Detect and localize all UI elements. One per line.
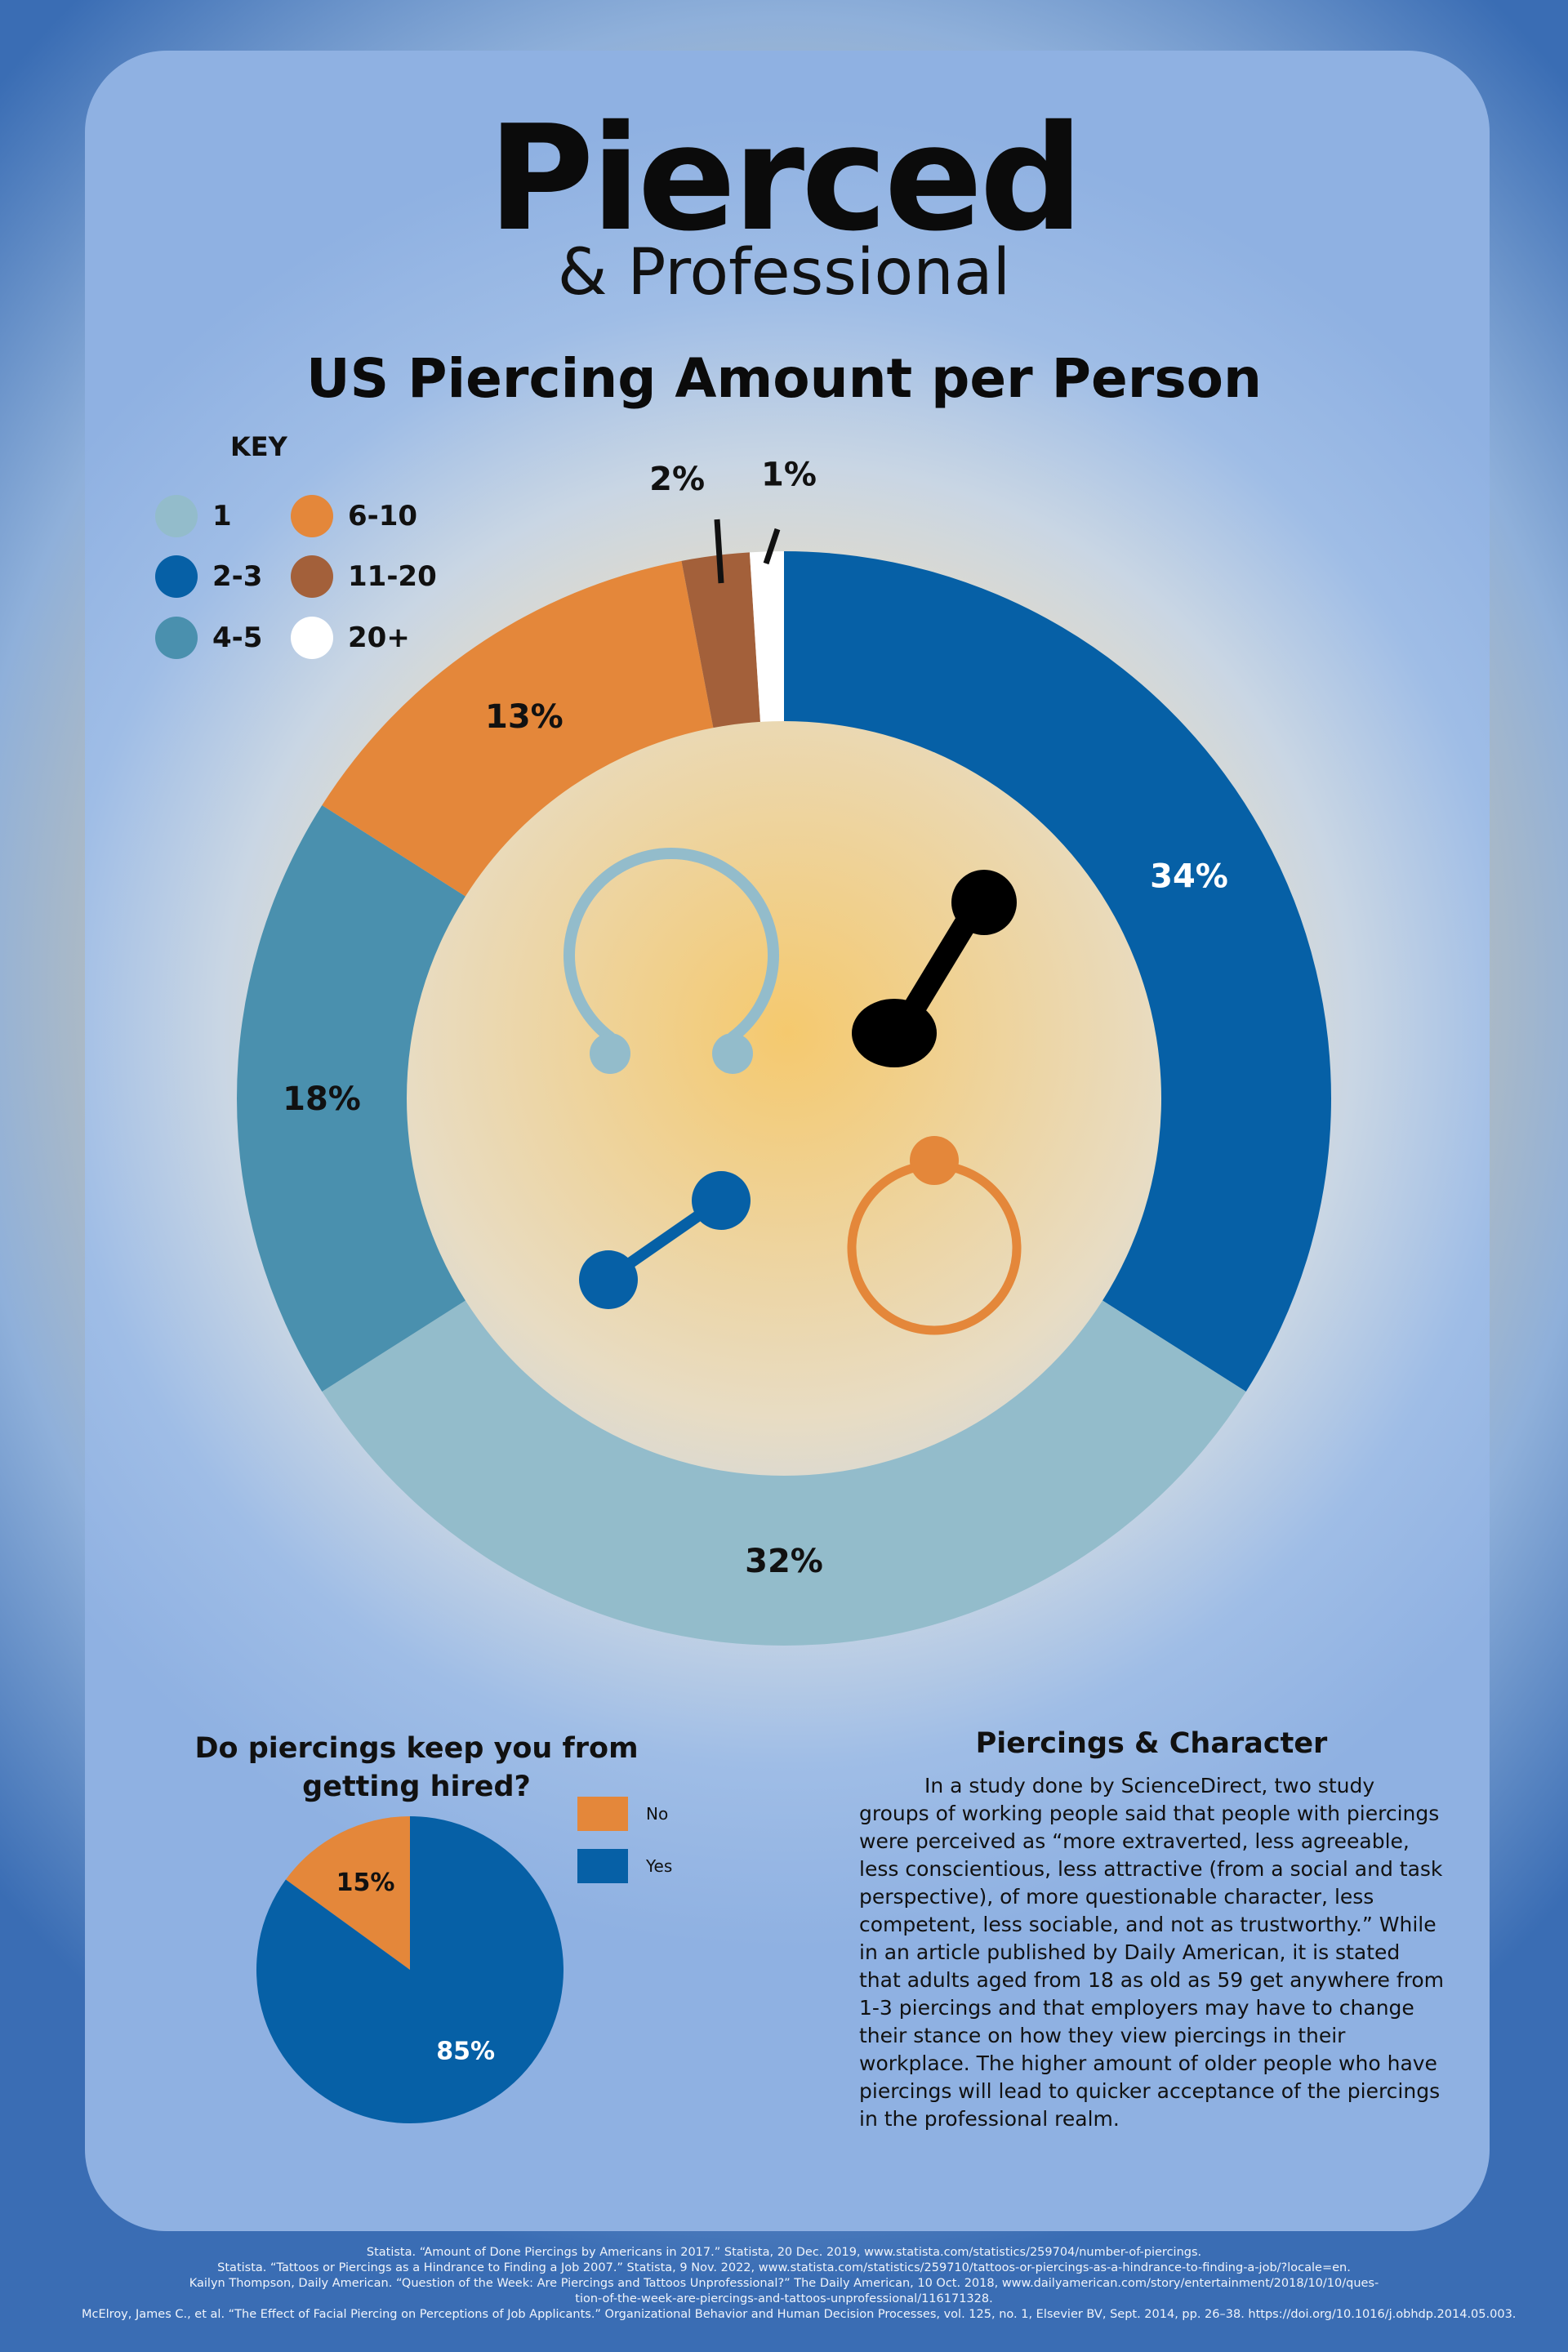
key-label: 4-5	[212, 621, 263, 654]
chart-title: US Piercing Amount per Person	[306, 347, 1262, 410]
key-label: 2-3	[212, 560, 263, 593]
leader-line-1pct	[763, 528, 781, 565]
key-item: 1	[155, 495, 232, 537]
key-item: 11-20	[291, 555, 437, 598]
logo-main-text: Pierced	[488, 94, 1084, 263]
pie-legend-label: No	[646, 1804, 669, 1824]
donut-slice-11-20	[681, 552, 760, 728]
straight-barbell-piercing-icon	[579, 1171, 751, 1309]
donut-slice-20+	[749, 551, 784, 722]
key-label: 11-20	[348, 560, 437, 593]
captive-ring-piercing-icon	[847, 1136, 1022, 1335]
character-section-body: In a study done by ScienceDirect, two st…	[859, 1774, 1445, 2131]
logo-subtitle: & Professional	[557, 236, 1011, 310]
key-label: 6-10	[348, 500, 418, 532]
pie-legend-item: No	[577, 1797, 668, 1831]
key-swatch	[155, 555, 198, 598]
key-item: 20+	[291, 617, 410, 659]
key-label: 1	[212, 500, 232, 532]
references: Statista. “Amount of Done Piercings by A…	[82, 2245, 1517, 2323]
donut-slice-1	[322, 1300, 1246, 1646]
donut-slice-6-10	[322, 560, 714, 897]
pie-data-label: 15%	[336, 1869, 395, 1897]
leader-line-2pct	[714, 519, 724, 584]
pie-legend-swatch	[577, 1797, 628, 1831]
key-item: 2-3	[155, 555, 262, 598]
donut-data-label: 32%	[745, 1543, 823, 1580]
key-swatch	[155, 617, 198, 659]
key-swatch	[291, 555, 333, 598]
key-swatch	[291, 495, 333, 537]
pie-legend-item: Yes	[577, 1849, 672, 1883]
reference-line: tion-of-the-week-are-piercings-and-tatto…	[575, 2292, 993, 2305]
donut-data-label: 1%	[761, 456, 817, 493]
pie-data-label: 85%	[436, 2038, 495, 2066]
reference-line: Kailyn Thompson, Daily American. “Questi…	[189, 2277, 1379, 2290]
donut-data-label: 2%	[649, 461, 705, 498]
key-label: 20+	[348, 621, 410, 654]
pie-title: Do piercings keep you from getting hired…	[194, 1732, 639, 1804]
key-swatch	[155, 495, 198, 537]
donut-data-label: 34%	[1150, 858, 1228, 895]
pie-legend-label: Yes	[646, 1856, 673, 1876]
reference-line: Statista. “Amount of Done Piercings by A…	[366, 2246, 1202, 2259]
barbell-piercing-icon	[852, 870, 1017, 1067]
horseshoe-piercing-icon	[564, 848, 779, 1074]
key-title: KEY	[230, 431, 287, 462]
character-section-title: Piercings & Character	[975, 1727, 1328, 1760]
donut-data-label: 18%	[283, 1080, 361, 1118]
pie-slice-No	[285, 1816, 410, 1970]
key-item: 4-5	[155, 617, 262, 659]
donut-slice-4-5	[237, 804, 466, 1392]
key-swatch	[291, 617, 333, 659]
donut-data-label: 13%	[485, 698, 564, 736]
reference-line: McElroy, James C., et al. “The Effect of…	[82, 2308, 1517, 2321]
logo: Pierced	[0, 106, 1568, 252]
reference-line: Statista. “Tattoos or Piercings as a Hin…	[217, 2261, 1351, 2274]
donut-slice-2-3	[784, 551, 1331, 1392]
pie-slice-Yes	[256, 1816, 564, 2123]
pie-legend-swatch	[577, 1849, 628, 1883]
key-item: 6-10	[291, 495, 417, 537]
